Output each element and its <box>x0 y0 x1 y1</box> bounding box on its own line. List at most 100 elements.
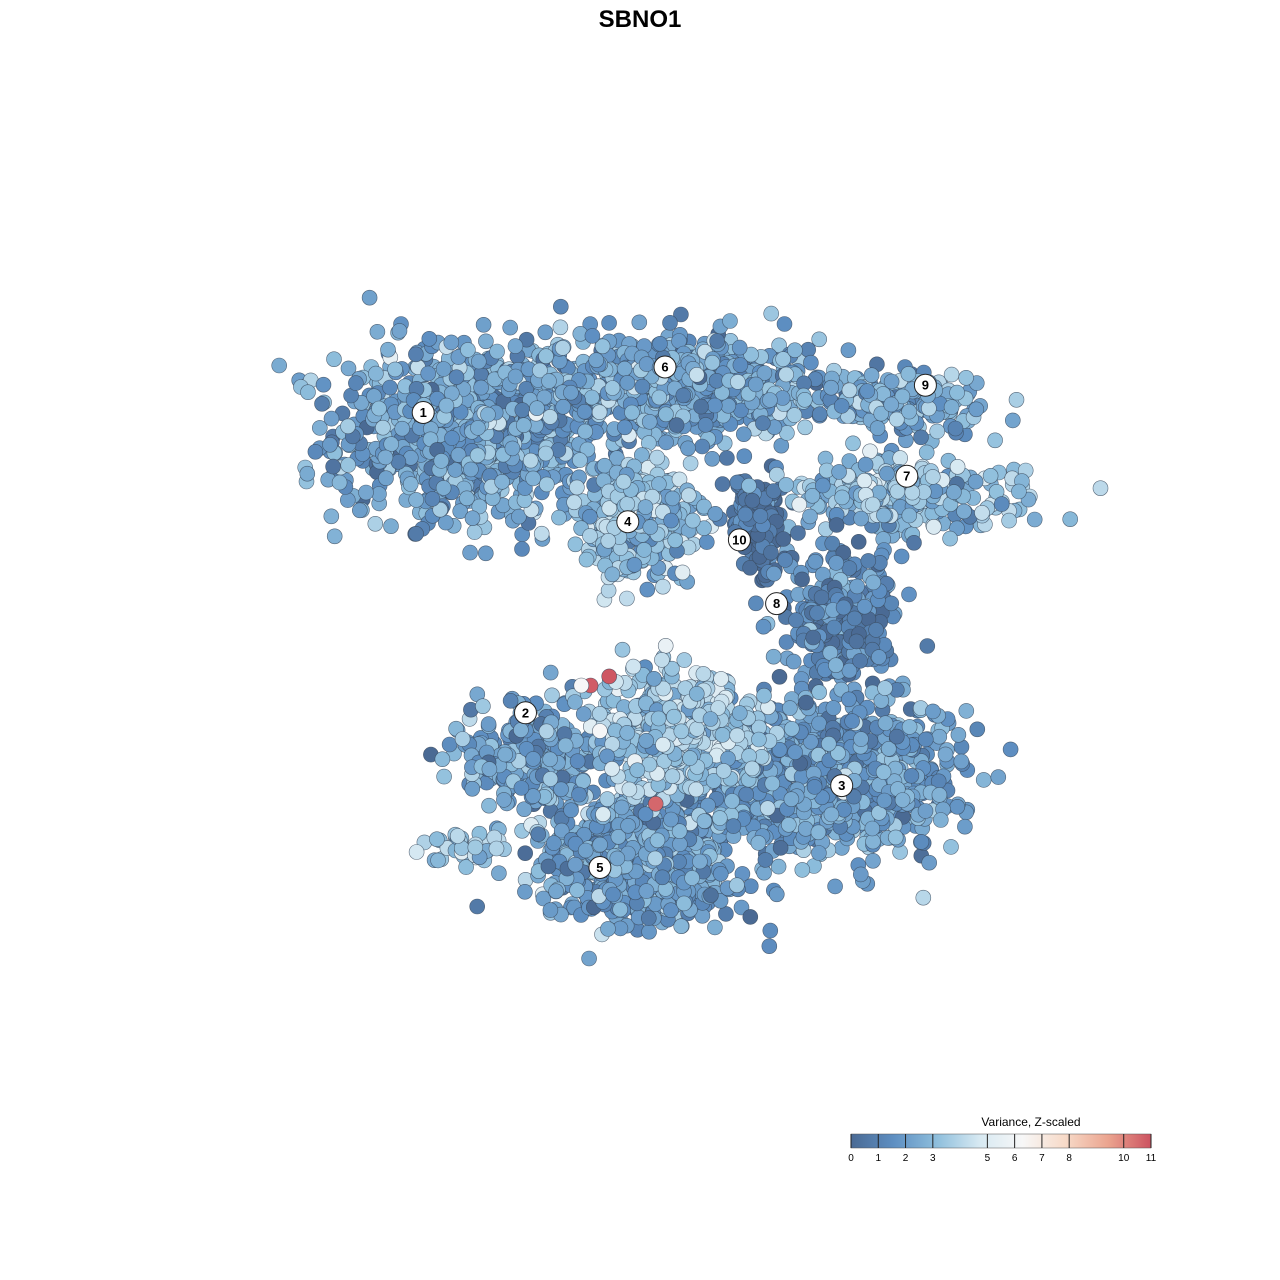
data-point <box>720 397 737 414</box>
data-point <box>502 692 519 709</box>
data-point <box>383 436 400 452</box>
data-point <box>638 883 655 899</box>
data-point <box>762 922 779 939</box>
data-point <box>915 889 932 906</box>
data-point <box>614 641 631 658</box>
data-point <box>636 542 652 558</box>
data-point <box>408 492 425 508</box>
data-point <box>929 423 946 440</box>
data-point <box>868 622 884 638</box>
data-point <box>776 316 793 332</box>
data-point <box>477 545 494 562</box>
data-point <box>809 605 825 621</box>
data-point <box>616 419 633 436</box>
data-point <box>766 565 782 582</box>
data-point <box>460 342 476 358</box>
data-point <box>514 402 531 418</box>
data-point <box>663 902 679 919</box>
data-point <box>563 384 579 401</box>
data-point <box>949 798 966 815</box>
data-point <box>714 476 731 492</box>
data-point <box>887 829 904 846</box>
data-point <box>652 335 668 352</box>
data-point <box>452 503 469 520</box>
data-point <box>925 518 942 535</box>
data-point <box>722 313 738 329</box>
data-point <box>731 339 748 356</box>
data-point <box>859 383 876 399</box>
data-point <box>860 553 877 569</box>
data-point <box>786 407 803 423</box>
data-point <box>494 473 510 490</box>
data-point <box>770 858 787 875</box>
data-point <box>464 780 481 797</box>
data-point <box>674 564 691 581</box>
data-point <box>718 906 734 922</box>
data-point <box>514 541 530 557</box>
data-point <box>435 480 452 496</box>
data-point <box>877 715 894 732</box>
data-point <box>697 417 714 433</box>
data-point <box>814 477 831 494</box>
data-point <box>772 840 789 856</box>
data-point <box>849 578 865 595</box>
data-point <box>489 343 505 360</box>
data-point <box>647 850 664 867</box>
data-point <box>378 470 394 487</box>
data-point <box>982 467 999 484</box>
data-point <box>604 380 621 396</box>
data-point <box>551 509 567 526</box>
data-point <box>544 687 560 704</box>
data-point <box>917 731 934 748</box>
data-point <box>901 586 917 603</box>
data-point <box>504 440 521 457</box>
data-point <box>865 574 882 591</box>
data-point <box>958 369 974 386</box>
data-point <box>957 818 973 835</box>
data-point <box>841 382 858 399</box>
data-point <box>943 839 959 855</box>
data-point <box>470 353 487 370</box>
data-point <box>863 367 880 384</box>
data-point <box>572 452 588 468</box>
data-point <box>367 515 384 532</box>
data-point <box>584 328 601 344</box>
data-point <box>533 525 550 542</box>
data-point <box>537 324 554 341</box>
data-point <box>757 852 774 868</box>
data-point <box>540 858 557 875</box>
data-point <box>600 921 616 937</box>
data-point <box>943 366 960 383</box>
data-point <box>438 397 455 414</box>
data-point <box>322 436 338 453</box>
data-point <box>783 791 800 808</box>
data-point <box>834 489 850 506</box>
data-point <box>507 338 524 354</box>
data-point <box>475 316 492 333</box>
data-point <box>420 365 437 382</box>
data-point <box>919 638 936 654</box>
data-point <box>538 723 555 740</box>
data-point <box>913 429 929 446</box>
data-point <box>542 664 559 681</box>
data-point <box>314 395 330 412</box>
data-point <box>382 379 398 396</box>
data-point <box>552 319 569 336</box>
data-point <box>807 553 824 570</box>
data-point <box>375 419 391 436</box>
data-point <box>626 556 643 573</box>
data-point <box>434 751 451 768</box>
data-point <box>271 357 288 374</box>
data-point <box>828 555 845 571</box>
data-point <box>975 772 992 788</box>
data-point <box>791 496 808 513</box>
data-point <box>694 438 711 455</box>
data-point <box>311 420 328 436</box>
data-point <box>481 797 497 814</box>
data-point <box>584 389 600 406</box>
data-point <box>480 406 496 423</box>
data-point <box>946 484 962 500</box>
data-point <box>805 629 822 646</box>
data-point <box>869 420 886 436</box>
data-point <box>778 366 795 383</box>
